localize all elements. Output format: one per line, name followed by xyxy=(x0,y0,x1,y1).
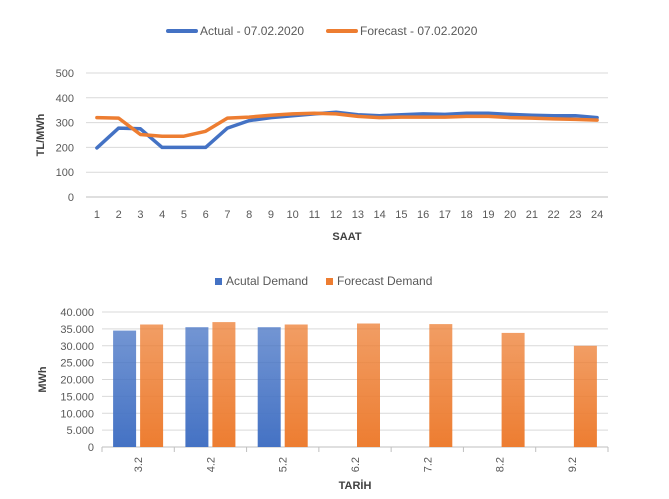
y-tick-label: 10.000 xyxy=(60,408,94,420)
x-tick-label: 5 xyxy=(181,209,187,221)
bar-actual xyxy=(257,327,281,447)
y-tick-label: 200 xyxy=(56,142,74,154)
x-tick-label: 8.2 xyxy=(495,457,507,472)
legend-label: Forecast - 07.02.2020 xyxy=(360,24,478,38)
x-tick-label: 13 xyxy=(352,209,364,221)
x-axis-title: SAAT xyxy=(332,231,361,243)
y-tick-label: 300 xyxy=(56,118,74,130)
bar-forecast xyxy=(284,324,308,447)
y-tick-label: 100 xyxy=(56,167,74,179)
x-tick-label: 19 xyxy=(482,209,494,221)
x-tick-label: 8 xyxy=(246,209,252,221)
y-tick-label: 500 xyxy=(56,68,74,80)
legend-label: Actual - 07.02.2020 xyxy=(200,24,304,38)
bar-forecast xyxy=(140,324,164,447)
bar-chart: 0 5.000 10.000 15.000 20.000 25.000 30.000 35.0… xyxy=(37,274,609,492)
y-axis-title: MWh xyxy=(37,366,49,393)
x-tick-label: 5.2 xyxy=(278,457,290,472)
x-tick-label: 16 xyxy=(417,209,429,221)
bar-forecast xyxy=(501,332,525,447)
legend-swatch xyxy=(215,278,222,285)
x-tick-label: 14 xyxy=(374,209,386,221)
y-tick-label: 15.000 xyxy=(60,391,94,403)
x-tick-label: 24 xyxy=(591,209,603,221)
y-tick-label: 0 xyxy=(68,192,74,204)
x-tick-label: 4.2 xyxy=(205,457,217,472)
x-tick-label: 9 xyxy=(268,209,274,221)
x-tick-label: 6.2 xyxy=(350,457,362,472)
x-tick-label: 21 xyxy=(526,209,538,221)
bar-forecast xyxy=(429,324,453,447)
x-tick-label: 18 xyxy=(461,209,473,221)
bar-forecast xyxy=(357,323,380,447)
x-tick-label: 1 xyxy=(94,209,100,221)
legend-label: Acutal Demand xyxy=(226,274,308,288)
y-axis-title: TL/MWh xyxy=(35,113,47,156)
bar-actual xyxy=(113,330,137,447)
x-axis-title: TARİH xyxy=(339,479,372,492)
x-tick-label: 23 xyxy=(569,209,581,221)
x-tick-label: 9.2 xyxy=(567,457,579,472)
y-tick-label: 0 xyxy=(88,442,94,454)
x-tick-label: 11 xyxy=(309,209,320,221)
bar-forecast xyxy=(212,322,236,447)
legend-swatch xyxy=(326,278,333,285)
x-tick-label: 20 xyxy=(504,209,516,221)
x-tick-label: 12 xyxy=(330,209,342,221)
y-tick-label: 30.000 xyxy=(60,341,94,353)
x-tick-label: 17 xyxy=(439,209,451,221)
x-tick-label: 4 xyxy=(159,209,165,221)
y-tick-label: 25.000 xyxy=(60,358,94,370)
x-tick-label: 3.2 xyxy=(133,457,145,472)
x-tick-label: 3 xyxy=(137,209,143,221)
legend-label: Forecast Demand xyxy=(337,274,432,288)
x-tick-label: 6 xyxy=(203,209,209,221)
bar-forecast xyxy=(573,345,597,448)
x-tick-label: 7.2 xyxy=(422,457,434,472)
y-tick-label: 40.000 xyxy=(60,307,94,319)
series-line-forecast xyxy=(95,111,599,138)
x-tick-label: 10 xyxy=(287,209,299,221)
y-tick-label: 35.000 xyxy=(60,324,94,336)
x-tick-label: 7 xyxy=(224,209,230,221)
y-tick-label: 5.000 xyxy=(66,425,94,437)
bar-actual xyxy=(185,327,209,447)
y-tick-label: 400 xyxy=(56,93,74,105)
y-tick-label: 20.000 xyxy=(60,375,94,387)
x-tick-label: 15 xyxy=(395,209,407,221)
x-tick-label: 2 xyxy=(116,209,122,221)
x-tick-label: 22 xyxy=(548,209,560,221)
